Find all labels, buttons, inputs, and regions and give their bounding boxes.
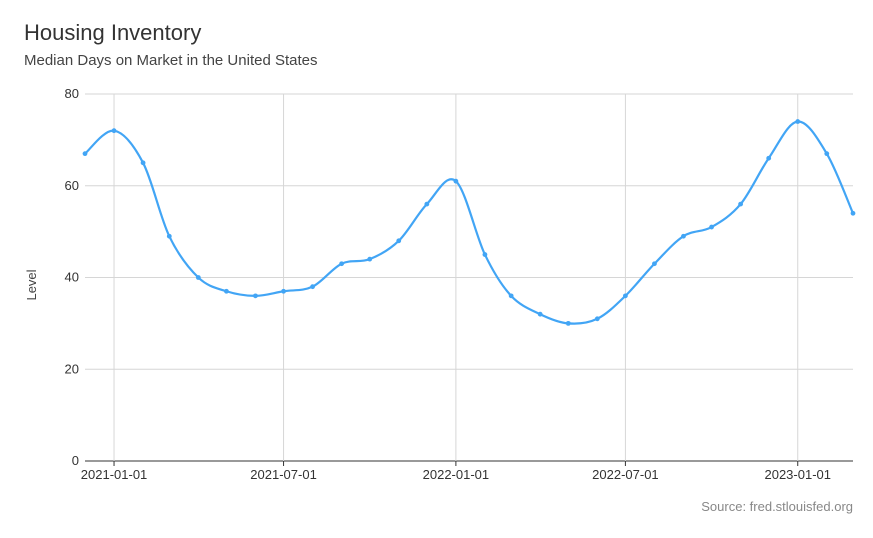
data-point <box>224 288 229 294</box>
x-tick-label: 2021-01-01 <box>81 467 148 482</box>
data-point <box>508 293 514 299</box>
data-point <box>195 275 201 280</box>
x-tick-label: 2023-01-01 <box>764 467 831 482</box>
x-tick-label: 2022-07-01 <box>592 467 659 482</box>
series-line <box>83 120 855 325</box>
x-tick-label: 2021-07-01 <box>250 467 317 482</box>
data-point <box>166 233 172 239</box>
y-axis-label: Level <box>24 269 39 300</box>
data-point <box>652 261 657 267</box>
y-tick-label: 60 <box>65 178 79 193</box>
y-tick-label: 20 <box>65 361 79 376</box>
data-point <box>850 210 856 216</box>
source-note: Source: fred.stlouisfed.org <box>701 499 853 514</box>
data-point <box>140 160 146 166</box>
data-point <box>766 155 772 161</box>
data-point <box>339 261 345 267</box>
data-point <box>709 224 714 230</box>
data-point <box>82 151 88 157</box>
data-point <box>738 201 744 207</box>
data-point <box>367 256 373 262</box>
data-point <box>281 288 286 294</box>
data-point <box>795 119 801 124</box>
chart-subtitle: Median Days on Market in the United Stat… <box>24 52 318 69</box>
data-point <box>537 311 543 317</box>
data-point <box>482 252 488 257</box>
data-point <box>565 320 571 326</box>
y-tick-label: 80 <box>65 86 79 101</box>
data-point <box>424 201 430 207</box>
data-point <box>623 293 628 299</box>
data-point <box>396 238 402 244</box>
x-tick-label: 2022-01-01 <box>423 467 490 482</box>
y-tick-label: 0 <box>72 453 79 468</box>
chart-title: Housing Inventory <box>24 20 202 45</box>
data-point <box>594 316 600 322</box>
data-point <box>453 178 459 184</box>
data-point <box>253 293 258 299</box>
data-point <box>310 284 315 290</box>
y-tick-label: 40 <box>65 270 79 285</box>
data-point <box>111 128 117 134</box>
data-point <box>681 233 686 239</box>
data-point <box>824 151 830 157</box>
